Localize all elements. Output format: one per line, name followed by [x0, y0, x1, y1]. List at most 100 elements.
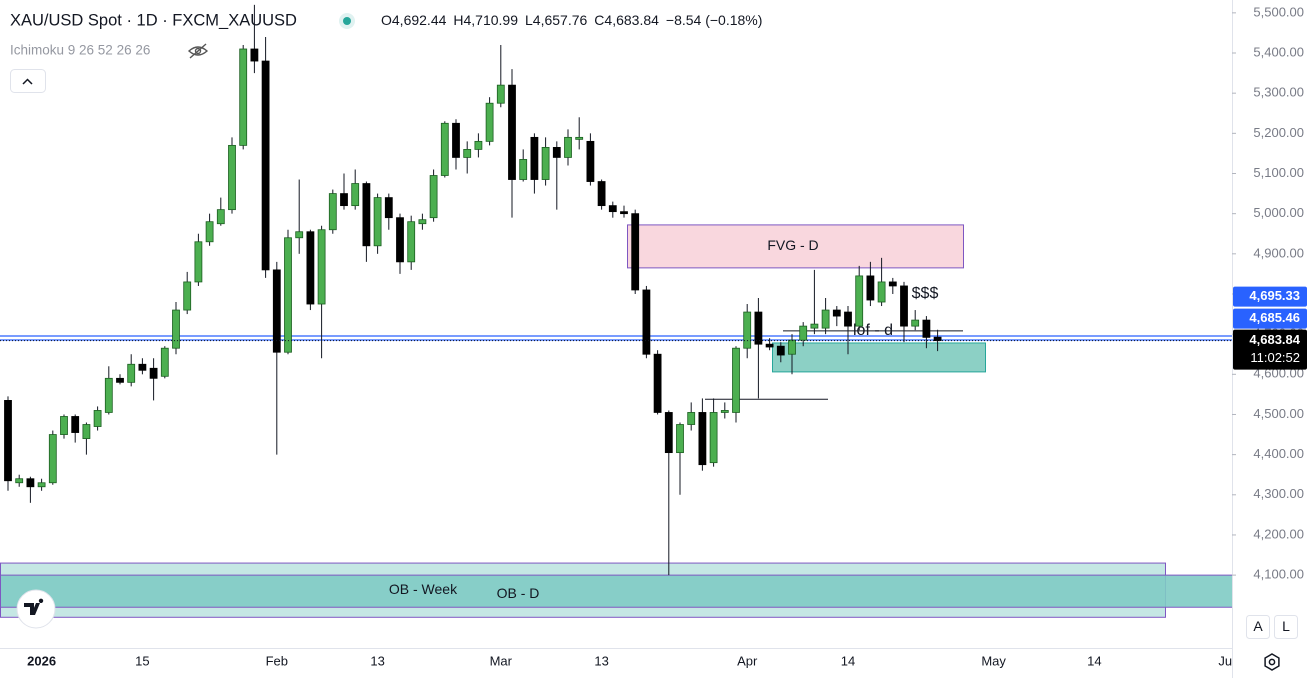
x-tick-label: 14	[841, 653, 855, 668]
candle-body	[597, 181, 606, 207]
zone-label: OB - Week	[389, 581, 458, 597]
y-tick-label: 5,500.00	[1253, 4, 1304, 19]
x-tick-label: 2026	[27, 653, 56, 668]
zone-label: OB - D	[497, 585, 540, 601]
candle-body	[60, 416, 68, 435]
candle-body	[832, 309, 841, 317]
candle-body	[653, 353, 662, 413]
candle-body	[720, 410, 729, 413]
y-tick-label: 5,200.00	[1253, 125, 1304, 140]
candle-body	[664, 412, 673, 454]
candle-body	[172, 309, 180, 349]
candle-body	[776, 345, 785, 356]
auto-scale-label: A	[1253, 618, 1263, 634]
candle-body	[642, 289, 651, 355]
candle-body	[15, 478, 24, 484]
symbol-title[interactable]: XAU/USD Spot · 1D · FXCM_XAUUSD	[10, 11, 297, 29]
last-price-badge	[1233, 329, 1307, 370]
candle-body	[71, 416, 80, 433]
zone	[627, 224, 964, 269]
candle-body	[485, 102, 494, 142]
last-price-label: 4,683.84	[1249, 332, 1300, 347]
zone-label: FVG - D	[767, 237, 818, 253]
candle-body	[732, 347, 740, 413]
candle-body	[48, 434, 57, 484]
candle-body	[698, 412, 707, 466]
market-status-dot	[343, 17, 351, 25]
candle-body	[228, 144, 236, 211]
candle-body	[911, 319, 920, 327]
candle-body	[26, 478, 35, 488]
legend: XAU/USD Spot · 1D · FXCM_XAUUSD O4,692.4…	[10, 11, 762, 93]
auto-scale-button[interactable]	[1246, 615, 1270, 639]
candle-body	[418, 219, 427, 225]
candle-body	[328, 193, 337, 231]
x-tick-label: Apr	[737, 653, 758, 668]
candle-body	[362, 183, 371, 247]
candle-body	[396, 217, 404, 263]
x-tick-label: Feb	[266, 653, 288, 668]
y-tick-label: 5,300.00	[1253, 85, 1304, 100]
price-line-badge	[1233, 308, 1307, 329]
candle-body	[709, 412, 718, 464]
candle-body	[4, 400, 12, 482]
candle-body	[496, 84, 505, 104]
candle-body	[37, 482, 46, 488]
candle-body	[138, 363, 147, 371]
x-tick-label: Jun	[1218, 653, 1239, 668]
x-tick-label: Mar	[490, 653, 513, 668]
hide-icon[interactable]	[187, 43, 209, 59]
candle-body	[866, 275, 875, 301]
candle-body	[743, 311, 752, 349]
candle-body	[900, 285, 908, 327]
candle-body	[844, 311, 852, 327]
ohlc-values: O4,692.44 H4,710.99 L4,657.76 C4,683.84 −8.5…	[381, 12, 762, 28]
candle-body	[284, 237, 292, 353]
x-tick-label: 13	[370, 653, 384, 668]
y-tick-label: 4,300.00	[1253, 486, 1304, 501]
candle-body	[888, 281, 897, 287]
candle-body	[754, 311, 763, 345]
candle-body	[239, 48, 248, 146]
y-tick-label: 4,100.00	[1253, 567, 1304, 582]
candle-body	[788, 339, 796, 355]
indicator-title[interactable]: Ichimoku 9 26 52 26 26	[10, 43, 150, 58]
candle-body	[104, 377, 113, 413]
candle-body	[631, 213, 640, 291]
candle-body	[384, 197, 393, 219]
settings-button[interactable]	[1264, 653, 1280, 671]
y-tick-label: 4,900.00	[1253, 245, 1304, 260]
candle-body	[821, 309, 830, 329]
candle-body	[810, 323, 819, 329]
candle-body	[552, 146, 561, 158]
countdown-label: 11:02:52	[1250, 350, 1300, 365]
candle-body	[474, 140, 483, 150]
candle-body	[564, 136, 572, 158]
candle-body	[676, 424, 684, 454]
x-tick-label: 13	[594, 653, 608, 668]
candle-body	[922, 319, 931, 338]
y-tick-label: 4,200.00	[1253, 526, 1304, 541]
zone	[772, 342, 986, 373]
candle-body	[519, 159, 528, 180]
candle-body	[933, 336, 942, 342]
zone	[0, 574, 1232, 608]
candle-body	[194, 241, 203, 283]
tv-logo[interactable]	[16, 589, 56, 629]
candle-body	[586, 140, 595, 182]
price-axis: 4,100.00 4,200.00 4,300.00 4,400.00 4,500.00…	[1232, 4, 1307, 582]
candle-body	[93, 410, 102, 427]
price-line-label: 4,695.33	[1249, 288, 1300, 303]
candle-body	[687, 412, 696, 425]
x-tick-label: 15	[135, 653, 149, 668]
candle-body	[508, 84, 516, 180]
y-tick-label: 5,100.00	[1253, 165, 1304, 180]
y-tick-label: 5,400.00	[1253, 44, 1304, 59]
candle-body	[205, 221, 214, 243]
candle-body	[127, 363, 136, 383]
candle-body	[351, 183, 360, 207]
log-scale-button[interactable]	[1274, 615, 1298, 639]
candle-body	[407, 221, 416, 263]
